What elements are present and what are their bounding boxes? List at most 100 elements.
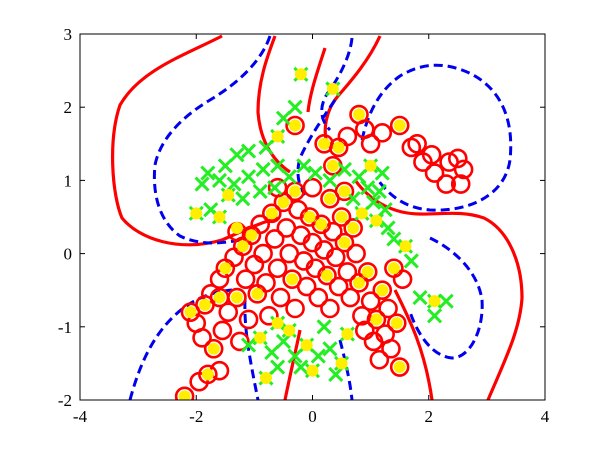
support-vector-point: [347, 221, 360, 234]
cross-point: [258, 139, 274, 156]
cross-point: [360, 180, 376, 196]
circle-point: [285, 298, 305, 319]
cross-point: [270, 158, 286, 174]
circle-point: [314, 134, 334, 154]
support-vector-point: [254, 331, 267, 344]
circle-point: [360, 291, 381, 311]
support-vector-point: [236, 240, 249, 253]
cross-point: [374, 165, 390, 181]
cross-point: [351, 169, 367, 185]
y-tick-label: -1: [58, 318, 72, 337]
circle-point: [218, 302, 239, 322]
circle-point: [450, 174, 471, 194]
cross-point: [377, 202, 393, 218]
cross-point: [380, 220, 396, 236]
solid-contour-right: [353, 179, 524, 400]
cross-point: [226, 176, 242, 192]
circle-point: [308, 287, 329, 308]
circle-point: [343, 218, 363, 238]
support-vector-point: [338, 236, 351, 249]
support-vector-point: [428, 295, 441, 308]
circle-point: [250, 214, 270, 235]
circle-point: [238, 309, 259, 330]
cross-point: [241, 169, 257, 185]
solid-contour-bottom-right: [393, 289, 434, 400]
circle-point: [448, 148, 468, 169]
cross-point: [200, 165, 216, 181]
support-vector-point: [370, 214, 383, 227]
cross-point: [386, 231, 402, 247]
cross-point: [211, 172, 228, 188]
x-tick-label: 0: [308, 407, 317, 426]
support-vector-point: [178, 390, 191, 400]
support-vector-point: [219, 262, 232, 275]
cross-point: [403, 253, 419, 269]
support-vector-point: [230, 291, 243, 304]
support-vector-point: [387, 262, 400, 275]
circle-point: [349, 104, 369, 125]
cross-point: [252, 183, 268, 199]
y-tick-label: 3: [64, 25, 73, 44]
circle-point: [360, 134, 381, 154]
support-vector-point: [184, 306, 197, 319]
support-vector-point: [353, 276, 365, 289]
circle-point: [174, 386, 195, 400]
cross-point: [270, 359, 286, 375]
support-vector-point: [323, 192, 336, 205]
circle-point: [386, 313, 407, 333]
circle-point: [253, 243, 273, 264]
cross-point: [235, 191, 251, 207]
support-vector-point: [332, 141, 345, 154]
support-vector-point: [353, 108, 365, 121]
cross-point: [194, 176, 210, 192]
support-vector-point: [294, 68, 307, 81]
y-tick-label: 1: [64, 171, 73, 190]
circle-point: [270, 287, 291, 308]
cross-point: [267, 180, 283, 196]
cross-point: [438, 293, 454, 309]
support-vector-point: [283, 324, 296, 337]
x-tick-label: 4: [541, 407, 550, 426]
support-vector-point: [251, 287, 264, 300]
support-vector-point: [289, 119, 302, 132]
cross-point: [241, 337, 257, 353]
circle-point: [320, 298, 340, 319]
circle-point: [262, 203, 282, 224]
support-vector-point: [321, 269, 334, 282]
support-vector-point: [260, 372, 272, 385]
circle-point: [256, 273, 276, 293]
circle-point: [230, 331, 250, 352]
cross-point: [255, 161, 271, 177]
cross-point: [241, 143, 257, 159]
support-vector-point: [335, 211, 348, 223]
support-vector-point: [326, 159, 339, 172]
support-vector-point: [341, 328, 354, 341]
cross-point: [275, 333, 291, 350]
circle-point: [296, 276, 317, 297]
cross-point: [336, 161, 353, 177]
cross-point: [365, 194, 382, 210]
circle-point: [337, 262, 358, 282]
circle-point: [346, 243, 366, 264]
support-vector-point: [390, 317, 403, 330]
support-vector-point: [201, 368, 214, 381]
circle-point: [334, 232, 355, 253]
solid-contour-top: [306, 47, 327, 113]
cross-point: [296, 158, 312, 174]
cross-point: [310, 348, 326, 364]
cross-point: [275, 110, 291, 126]
support-vector-point: [213, 291, 226, 304]
solid-contour-left: [111, 34, 279, 247]
circle-point: [407, 134, 427, 154]
cross-point: [322, 341, 338, 357]
support-vector-point: [222, 189, 235, 202]
support-vector-point: [393, 119, 406, 132]
cross-point: [371, 183, 387, 199]
dashed-contour-left: [152, 35, 272, 245]
support-vector-point: [315, 218, 328, 231]
circle-point: [424, 163, 445, 183]
x-tick-label: -4: [73, 407, 88, 426]
dashed-contour-right-lower: [408, 236, 484, 360]
